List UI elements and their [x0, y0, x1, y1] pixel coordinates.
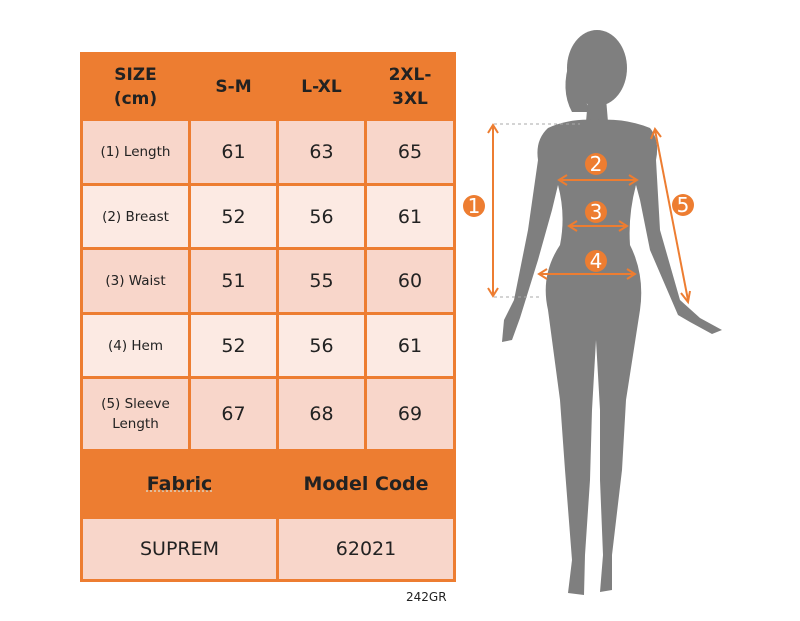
cell: 52 [188, 312, 279, 379]
model-code-value: 62021 [276, 516, 456, 582]
fabric-label: Fabric [146, 473, 213, 495]
fabric-header-row: Fabric Model Code [80, 449, 456, 519]
measurement-arrows [487, 123, 691, 305]
cell: 63 [276, 118, 367, 186]
table-row: (1) Length 61 63 65 [80, 118, 456, 186]
table-row: (2) Breast 52 56 61 [80, 183, 456, 250]
cell: 51 [188, 247, 279, 315]
fabric-header: Fabric [80, 449, 279, 519]
header-size: SIZE (cm) [80, 52, 191, 121]
cell: 56 [276, 183, 367, 250]
marker-3: 3 [585, 200, 607, 224]
svg-text:1: 1 [468, 194, 481, 218]
row-label: (1) Length [80, 118, 191, 186]
header-2xl-3xl: 2XL- 3XL [364, 52, 456, 121]
cell: 56 [276, 312, 367, 379]
cell: 68 [276, 376, 367, 452]
table-header-row: SIZE (cm) S-M L-XL 2XL- 3XL [80, 52, 456, 121]
cell: 60 [364, 247, 456, 315]
marker-5: 5 [672, 193, 694, 217]
model-code-header: Model Code [276, 449, 456, 519]
size-chart-table: SIZE (cm) S-M L-XL 2XL- 3XL (1) Length 6… [80, 52, 456, 582]
product-code: 242GR [406, 590, 447, 604]
cell: 52 [188, 183, 279, 250]
svg-text:3: 3 [590, 200, 603, 224]
cell: 61 [188, 118, 279, 186]
marker-1: 1 [463, 194, 485, 218]
woman-silhouette [502, 30, 722, 596]
cell: 69 [364, 376, 456, 452]
header-s-m: S-M [188, 52, 279, 121]
row-label: (2) Breast [80, 183, 191, 250]
marker-4: 4 [585, 249, 607, 273]
fabric-value-row: SUPREM 62021 [80, 516, 456, 582]
header-l-xl: L-XL [276, 52, 367, 121]
svg-text:2: 2 [590, 152, 603, 176]
svg-text:4: 4 [590, 249, 603, 273]
cell: 65 [364, 118, 456, 186]
svg-text:5: 5 [677, 193, 690, 217]
cell: 61 [364, 312, 456, 379]
row-label: (4) Hem [80, 312, 191, 379]
table-row: (5) Sleeve Length 67 68 69 [80, 376, 456, 452]
marker-2: 2 [585, 152, 607, 176]
cell: 61 [364, 183, 456, 250]
cell: 67 [188, 376, 279, 452]
cell: 55 [276, 247, 367, 315]
row-label: (3) Waist [80, 247, 191, 315]
table-row: (4) Hem 52 56 61 [80, 312, 456, 379]
row-label: (5) Sleeve Length [80, 376, 191, 452]
table-row: (3) Waist 51 55 60 [80, 247, 456, 315]
fabric-value: SUPREM [80, 516, 279, 582]
